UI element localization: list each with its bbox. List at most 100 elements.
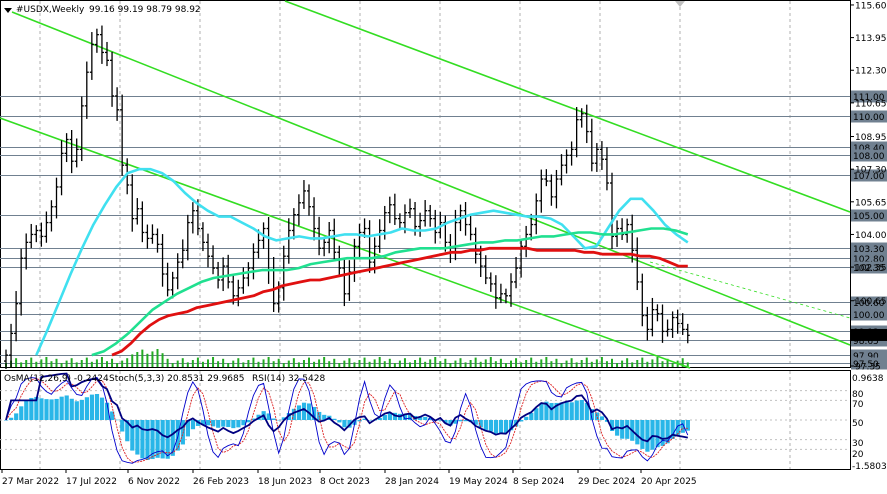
ohlc-bar[interactable] (105, 41, 109, 67)
ohlc-bar[interactable] (589, 118, 594, 172)
ohlc-bar[interactable] (84, 61, 89, 119)
ohlc-bar[interactable] (4, 349, 8, 369)
ohlc-bar[interactable] (286, 218, 291, 264)
ohlc-bar[interactable] (211, 245, 216, 275)
ohlc-bar[interactable] (392, 193, 397, 225)
ohlc-bar[interactable] (498, 283, 503, 304)
ohlc-bar[interactable] (307, 184, 311, 216)
ohlc-bar[interactable] (610, 172, 614, 250)
trendline[interactable] (11, 11, 851, 346)
ohlc-bar[interactable] (135, 198, 140, 225)
ohlc-bar[interactable] (650, 297, 655, 337)
ohlc-bar[interactable] (408, 198, 412, 219)
ohlc-bar[interactable] (64, 133, 69, 163)
ohlc-bar[interactable] (312, 197, 317, 241)
ohlc-bar[interactable] (660, 304, 665, 343)
ohlc-bar[interactable] (19, 248, 24, 316)
ohlc-bar[interactable] (317, 216, 322, 256)
ohlc-bar[interactable] (534, 193, 539, 235)
ohlc-bar[interactable] (665, 319, 670, 337)
ohlc-bar[interactable] (625, 218, 630, 243)
ohlc-bar[interactable] (226, 254, 231, 289)
ohlc-bar[interactable] (342, 258, 347, 307)
ohlc-bar[interactable] (296, 194, 301, 226)
ohlc-bar[interactable] (180, 239, 185, 269)
ohlc-bar[interactable] (74, 138, 79, 168)
ohlc-bar[interactable] (216, 261, 221, 289)
ohlc-bar[interactable] (175, 253, 180, 290)
ohlc-bar[interactable] (468, 213, 473, 241)
trendline[interactable] (649, 261, 851, 319)
ohlc-bar[interactable] (377, 219, 382, 253)
ohlc-bar[interactable] (110, 51, 115, 107)
ohlc-bar[interactable] (493, 275, 498, 309)
ohlc-bar[interactable] (569, 141, 574, 166)
ohlc-bar[interactable] (332, 218, 337, 260)
ohlc-bar[interactable] (115, 87, 120, 121)
ohlc-bar[interactable] (291, 208, 296, 240)
ohlc-bar[interactable] (49, 200, 54, 232)
trendline[interactable] (0, 117, 691, 369)
ohlc-bar[interactable] (554, 169, 559, 209)
ohlc-bar[interactable] (160, 234, 165, 287)
ohlc-bar[interactable] (685, 323, 690, 344)
ohlc-bar[interactable] (463, 202, 468, 236)
ohlc-bar[interactable] (655, 304, 660, 322)
ohlc-bar[interactable] (236, 279, 241, 307)
ohlc-bar[interactable] (206, 233, 210, 268)
ohlc-bar[interactable] (503, 288, 508, 304)
ohlc-bar[interactable] (170, 271, 175, 299)
ohlc-bar[interactable] (584, 104, 589, 144)
ohlc-bar[interactable] (14, 291, 19, 342)
ohlc-bar[interactable] (604, 147, 609, 191)
ohlc-bar[interactable] (418, 212, 423, 237)
ohlc-bar[interactable] (514, 257, 519, 289)
ohlc-bar[interactable] (251, 243, 256, 280)
ohlc-bar[interactable] (544, 169, 549, 187)
ohlc-bar[interactable] (594, 143, 599, 172)
ohlc-bar[interactable] (357, 223, 362, 258)
ohlc-bar[interactable] (150, 224, 155, 244)
ohlc-bar[interactable] (579, 108, 584, 128)
ohlc-bar[interactable] (519, 239, 524, 278)
ohlc-bar[interactable] (640, 273, 645, 327)
ohlc-bar[interactable] (200, 222, 205, 252)
ohlc-bar[interactable] (428, 204, 433, 227)
ohlc-bar[interactable] (539, 169, 544, 213)
ohlc-bar[interactable] (140, 201, 145, 243)
ohlc-bar[interactable] (155, 228, 160, 253)
ohlc-bar[interactable] (89, 32, 94, 80)
ohlc-bar[interactable] (322, 236, 327, 257)
ohlc-bar[interactable] (125, 158, 130, 195)
ohlc-bar[interactable] (130, 174, 135, 232)
ohlc-bar[interactable] (24, 233, 29, 270)
ohlc-bar[interactable] (599, 141, 604, 170)
ohlc-bar[interactable] (185, 214, 190, 261)
ohlc-bar[interactable] (99, 25, 104, 64)
ohlc-bar[interactable] (241, 267, 246, 294)
ohlc-bar[interactable] (524, 225, 529, 258)
ohlc-bar[interactable] (145, 224, 150, 249)
ohlc-bar[interactable] (549, 174, 554, 206)
ohlc-bar[interactable] (509, 273, 513, 307)
trendline[interactable] (284, 0, 851, 213)
ohlc-bar[interactable] (670, 311, 675, 338)
ohlc-bar[interactable] (397, 213, 402, 231)
ohlc-bar[interactable] (387, 196, 392, 224)
ohlc-bar[interactable] (635, 237, 640, 291)
ohlc-bar[interactable] (675, 309, 680, 334)
ohlc-bar[interactable] (221, 257, 226, 292)
ohlc-bar[interactable] (529, 213, 534, 241)
ohlc-bar[interactable] (165, 262, 170, 297)
ohlc-bar[interactable] (680, 313, 685, 335)
ohlc-bar[interactable] (79, 96, 84, 162)
ohlc-bar[interactable] (559, 154, 564, 186)
ohlc-bar[interactable] (120, 94, 125, 176)
ohlc-bar[interactable] (423, 200, 428, 227)
ohlc-bar[interactable] (483, 255, 488, 285)
ohlc-bar[interactable] (488, 272, 493, 292)
ohlc-bar[interactable] (574, 107, 579, 158)
ohlc-bar[interactable] (9, 323, 14, 367)
shift-marker-icon[interactable] (675, 1, 685, 7)
ohlc-bar[interactable] (44, 211, 49, 243)
